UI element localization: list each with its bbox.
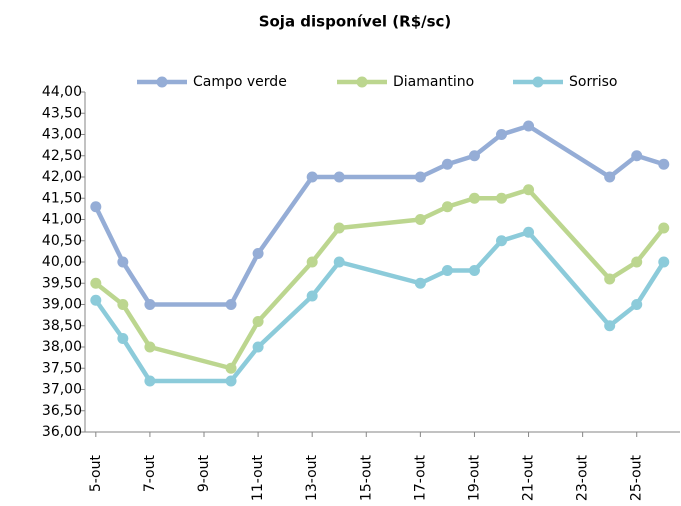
point [631, 150, 643, 162]
point [631, 299, 643, 310]
x-tick-label: 17-out [412, 454, 428, 501]
point [117, 256, 129, 268]
point [496, 129, 507, 140]
y-tick-label: 43,50 [42, 105, 82, 121]
point [604, 320, 616, 332]
point [631, 256, 643, 268]
point [604, 171, 616, 183]
point [658, 256, 670, 268]
point [523, 184, 535, 196]
point [117, 333, 129, 344]
legend-marker [356, 76, 368, 88]
y-tick-label: 43,00 [42, 127, 82, 143]
y-tick-label: 37,00 [42, 382, 82, 398]
point [252, 341, 264, 353]
point [90, 277, 102, 289]
point [441, 201, 453, 213]
point [90, 294, 102, 306]
x-tick-label: 7-out [142, 454, 158, 492]
point [658, 222, 670, 234]
point [225, 362, 237, 374]
point [441, 158, 453, 170]
legend-marker [532, 76, 544, 88]
legend-marker [156, 76, 168, 88]
y-tick-label: 38,50 [42, 318, 82, 334]
point [333, 222, 345, 234]
point [523, 226, 535, 238]
point [225, 299, 237, 310]
point [306, 171, 318, 183]
y-tick-label: 44,00 [42, 84, 82, 100]
point [414, 214, 426, 225]
point [333, 171, 345, 183]
x-tick-label: 13-out [304, 454, 320, 501]
y-tick-label: 40,50 [42, 233, 82, 249]
point [468, 192, 480, 204]
point [306, 290, 318, 302]
point [468, 150, 480, 162]
x-tick-label: 19-out [466, 454, 482, 501]
y-tick-label: 39,50 [42, 275, 82, 291]
x-tick-label: 11-out [250, 454, 266, 501]
legend-label: Diamantino [393, 74, 474, 90]
y-tick-label: 41,50 [42, 190, 82, 206]
series-line [93, 123, 665, 307]
y-tick-label: 37,50 [42, 360, 82, 376]
x-tick-label: 9-out [196, 454, 212, 492]
point [441, 265, 453, 276]
point [496, 235, 507, 247]
point [414, 171, 426, 183]
y-tick-label: 40,00 [42, 254, 82, 270]
legend-label: Campo verde [193, 74, 287, 90]
point [117, 299, 129, 310]
point [468, 265, 480, 276]
point [252, 316, 264, 327]
y-tick-label: 36,50 [42, 403, 82, 419]
y-tick-label: 36,00 [42, 424, 82, 440]
point [144, 299, 156, 310]
y-tick-label: 42,00 [42, 169, 82, 185]
x-tick-label: 15-out [358, 454, 374, 501]
y-tick-label: 42,50 [42, 148, 82, 164]
x-tick-label: 23-out [575, 454, 591, 501]
point [604, 273, 616, 285]
point [523, 120, 535, 132]
y-tick-label: 39,00 [42, 297, 82, 313]
point [225, 375, 237, 387]
point [496, 192, 507, 204]
point [306, 256, 318, 268]
point [144, 375, 156, 387]
legend-label: Sorriso [569, 74, 617, 90]
point [252, 248, 264, 259]
point [414, 277, 426, 289]
x-tick-label: 25-out [629, 454, 645, 501]
x-tick-label: 5-out [88, 454, 104, 492]
point [658, 158, 670, 170]
y-tick-label: 38,00 [42, 339, 82, 355]
x-tick-label: 21-out [521, 454, 537, 501]
point [90, 201, 102, 213]
series-line [94, 187, 666, 371]
point [333, 256, 345, 268]
point [144, 341, 156, 353]
chart-title: Soja disponível (R$/sc) [259, 13, 452, 31]
y-tick-label: 41,00 [42, 212, 82, 228]
